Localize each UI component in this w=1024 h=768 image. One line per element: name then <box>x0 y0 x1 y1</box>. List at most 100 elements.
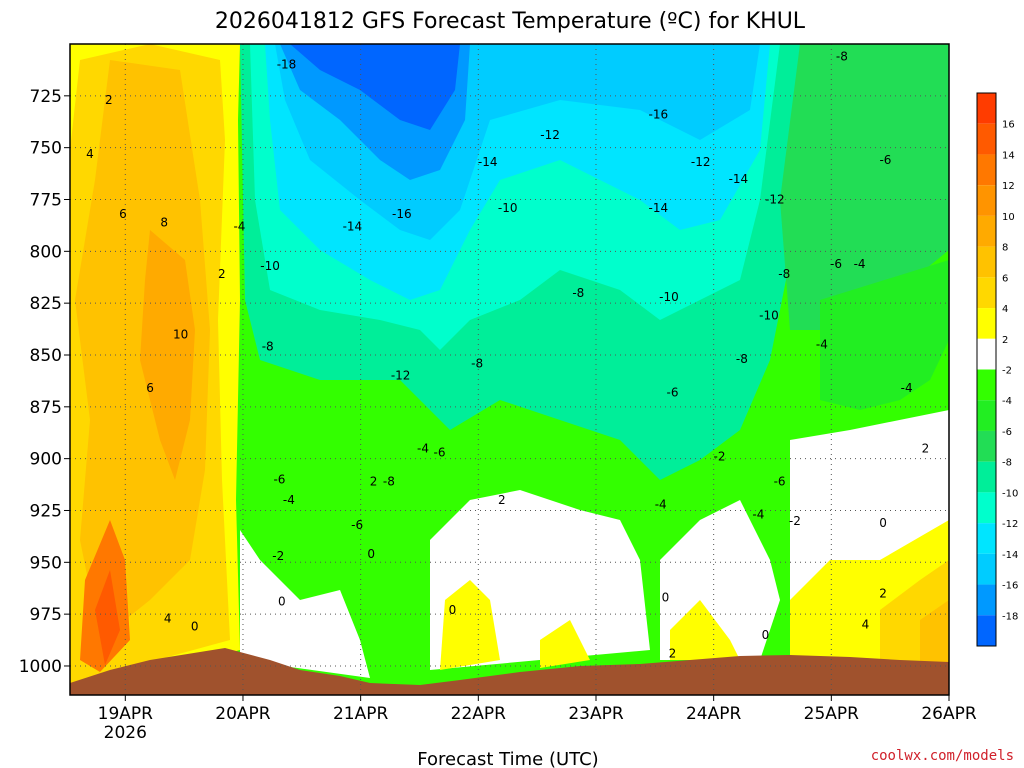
contour-label: 4 <box>164 611 172 625</box>
credit-text: coolwx.com/models <box>871 748 1014 764</box>
contour-label: 6 <box>146 381 154 395</box>
contour-label: 0 <box>191 620 199 634</box>
contour-label: -10 <box>759 309 779 323</box>
contour-labels: 2 4 6 8 10 6 2 4 -4 -10 -8 -18 -16 -14 -14 -12 -12 -10 -8 -… <box>86 49 929 660</box>
contour-label: -2 <box>272 549 284 563</box>
colorbar-swatch <box>977 553 996 585</box>
contour-label: 4 <box>862 618 870 632</box>
colorbar-swatch <box>977 615 996 646</box>
y-tick-label: 950 <box>30 553 62 573</box>
colorbar-swatch <box>977 93 996 124</box>
colorbar-swatch <box>977 277 996 309</box>
warm-band-darkorange <box>140 230 195 480</box>
contour-label: -4 <box>655 497 667 511</box>
colorbar-label: -10 <box>1002 488 1018 499</box>
contour-label: -4 <box>233 219 245 233</box>
contour-label: -2 <box>789 514 801 528</box>
contour-label: -6 <box>879 153 891 167</box>
colorbar-frame <box>976 92 997 647</box>
colorbar: 16 14 12 10 8 6 4 2 -2 -4 -6 -8 -10 -12 -14 -16 -18 <box>976 92 1018 647</box>
near-surface-yellow-2 <box>540 620 590 668</box>
x-tick-sublabel: 2026 <box>104 723 147 743</box>
y-tick-label: 825 <box>30 294 62 314</box>
y-tick-label: 725 <box>30 87 62 107</box>
near-surface-yellow-3 <box>670 600 740 660</box>
terrain <box>70 648 949 695</box>
contour-label: -18 <box>277 58 297 72</box>
x-tick-label: 26APR <box>921 704 977 724</box>
contour-label: 6 <box>119 207 127 221</box>
contour-label: 0 <box>662 591 670 605</box>
y-tick-label: 925 <box>30 501 62 521</box>
contour-label: -6 <box>273 472 285 486</box>
contour-label: -10 <box>498 201 518 215</box>
y-tick-label: 900 <box>30 450 62 470</box>
contour-label: -8 <box>778 267 790 281</box>
colorbar-swatch <box>977 584 996 616</box>
colorbar-swatch <box>977 154 996 186</box>
colorbar-swatch <box>977 123 996 155</box>
contour-label: 2 <box>498 493 506 507</box>
contour-label: -6 <box>434 445 446 459</box>
colorbar-label: -14 <box>1002 550 1018 561</box>
x-tick-label: 24APR <box>686 704 742 724</box>
contour-label: -6 <box>830 257 842 271</box>
colorbar-swatch <box>977 430 996 462</box>
contour-label: -4 <box>417 441 429 455</box>
colorbar-swatch <box>977 369 996 401</box>
y-tick-label: 1000 <box>19 657 62 677</box>
contour-label: -14 <box>343 219 363 233</box>
colorbar-label: 10 <box>1002 212 1015 223</box>
contour-label: 0 <box>367 547 375 561</box>
warm-band-deepred <box>95 570 120 665</box>
colorbar-label: 16 <box>1002 120 1015 131</box>
contour-label: 2 <box>370 474 378 488</box>
colorbar-swatch <box>977 400 996 431</box>
colorbar-label: 4 <box>1002 304 1008 315</box>
contour-label: 0 <box>278 595 286 609</box>
colorbar-label: 14 <box>1002 150 1015 161</box>
y-tick-label: 750 <box>30 139 62 159</box>
contour-label: 2 <box>218 267 226 281</box>
x-axis-title: Forecast Time (UTC) <box>417 749 598 768</box>
colorbar-label: -2 <box>1002 366 1012 377</box>
contour-label: -14 <box>729 172 749 186</box>
contour-label: 2 <box>922 441 930 455</box>
y-tick-label: 775 <box>30 190 62 210</box>
contour-label: -4 <box>752 508 764 522</box>
contour-label: -8 <box>736 352 748 366</box>
x-tick-label: 22APR <box>451 704 507 724</box>
contour-label: -14 <box>649 201 669 215</box>
x-tick-label: 25APR <box>804 704 860 724</box>
colorbar-label: -16 <box>1002 581 1018 592</box>
contour-label: 2 <box>105 93 113 107</box>
contour-label: -8 <box>836 49 848 63</box>
contour-label: -8 <box>383 474 395 488</box>
x-tick-label: 23APR <box>568 704 624 724</box>
contour-label: -12 <box>765 192 785 206</box>
contour-label: -4 <box>283 493 295 507</box>
colorbar-label: 12 <box>1002 181 1015 192</box>
contour-label: -4 <box>816 338 828 352</box>
right-band-green <box>780 44 949 330</box>
colorbar-swatch <box>977 338 996 370</box>
contour-label: -10 <box>659 290 679 304</box>
y-axis: 725 750 775 800 825 850 875 900 925 950 975 1000 <box>19 87 70 677</box>
contour-label: 4 <box>86 147 94 161</box>
x-tick-label: 19APR <box>98 704 154 724</box>
contour-label: -16 <box>649 107 669 121</box>
contour-label: 0 <box>879 516 887 530</box>
colorbar-label: -6 <box>1002 427 1012 438</box>
contour-label: -4 <box>854 257 866 271</box>
near-surface-yellow-1 <box>440 580 500 670</box>
contour-label: -6 <box>774 474 786 488</box>
contour-label: 8 <box>160 215 168 229</box>
colorbar-swatch <box>977 492 996 524</box>
cold-band-deepblue <box>290 44 460 130</box>
contour-label: 0 <box>762 628 770 642</box>
contour-label: 2 <box>879 586 887 600</box>
colorbar-swatch <box>977 246 996 278</box>
colorbar-label: -4 <box>1002 396 1012 407</box>
contour-label: -8 <box>471 356 483 370</box>
